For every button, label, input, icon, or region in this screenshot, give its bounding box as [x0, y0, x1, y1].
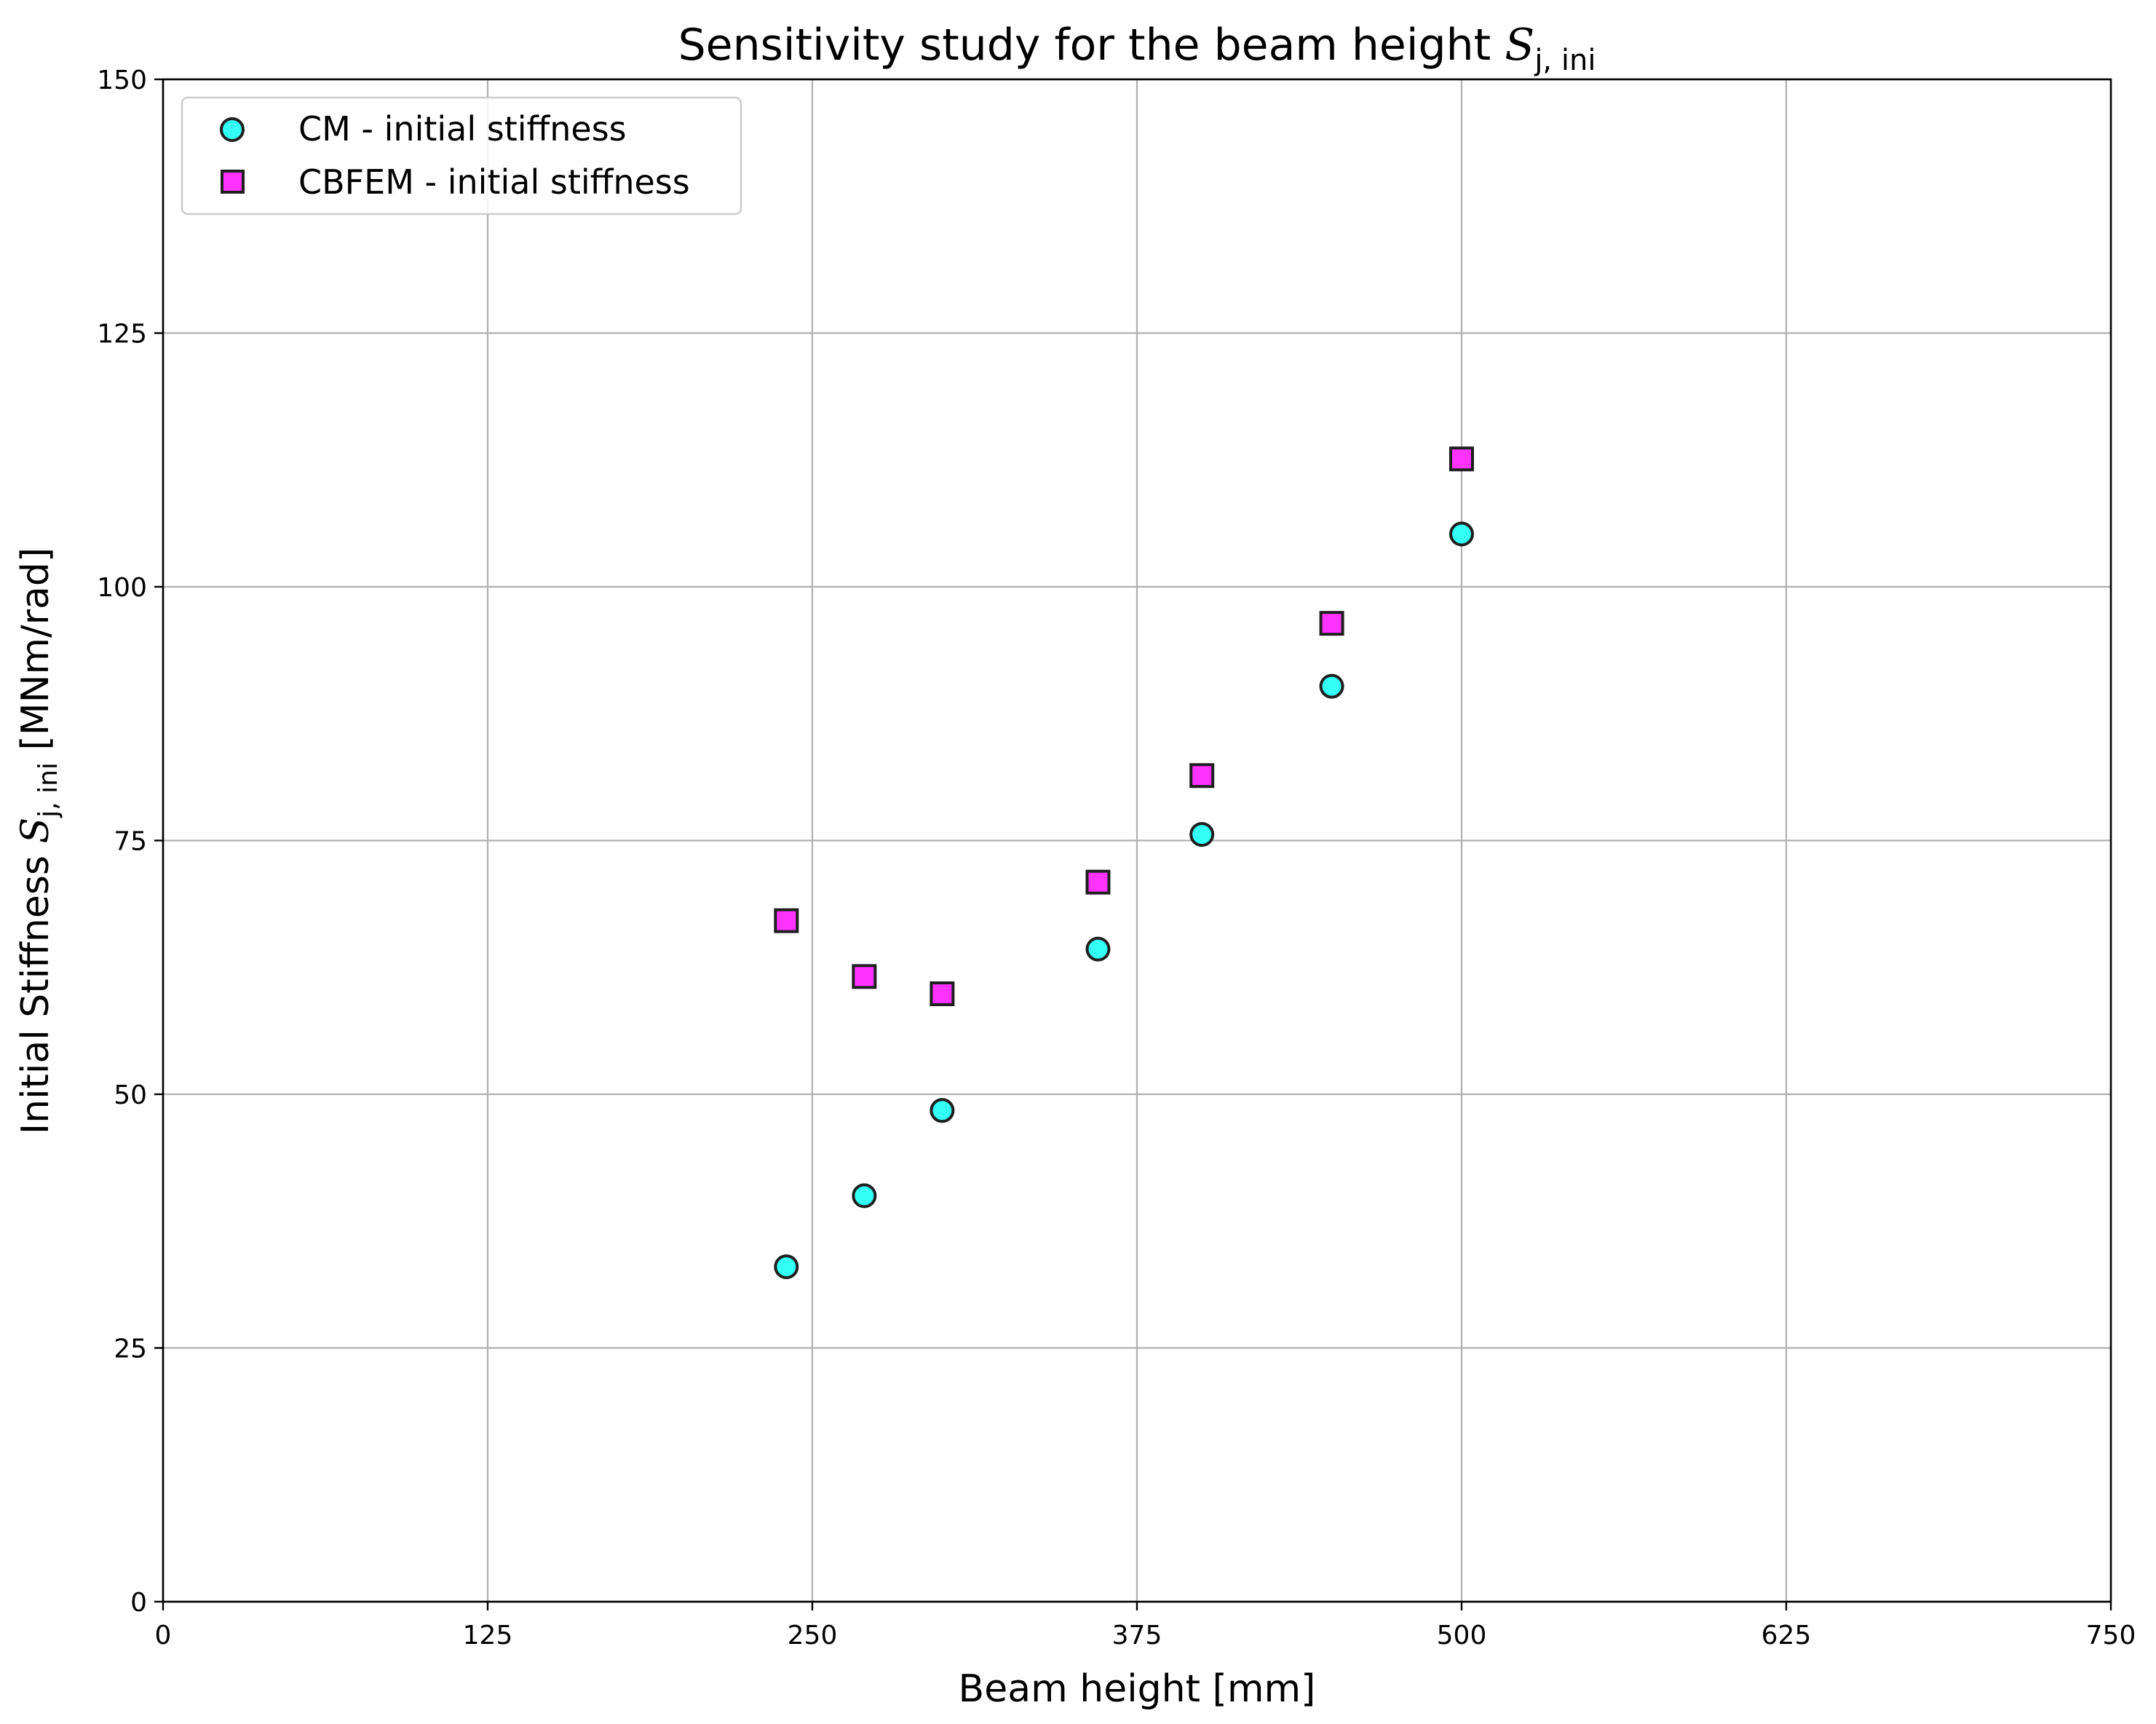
cbfem-data-point [774, 908, 799, 933]
cbfem-data-point [930, 981, 955, 1006]
legend-label-cbfem: CBFEM - initial stiffness [298, 162, 690, 202]
legend: CM - initial stiffness CBFEM - initial s… [181, 96, 742, 216]
legend-marker-cbfem [221, 170, 245, 194]
y-tick-label: 75 [114, 827, 147, 857]
legend-marker-cm [220, 117, 245, 142]
legend-label-cm: CM - initial stiffness [298, 109, 627, 149]
chart-title: Sensitivity study for the beam height Sj… [678, 20, 1596, 77]
series-0 [774, 521, 1474, 1279]
grid-lines [162, 78, 2112, 1603]
x-tick-label: 0 [155, 1621, 172, 1650]
y-tick-label: 50 [114, 1080, 147, 1110]
cm-data-point [1449, 521, 1474, 547]
cm-data-point [852, 1183, 877, 1209]
cbfem-data-point [1085, 869, 1111, 895]
y-tick-label: 25 [114, 1334, 147, 1364]
x-tick-label: 125 [463, 1621, 513, 1650]
cbfem-data-point [852, 964, 877, 989]
cm-data-point [930, 1098, 955, 1123]
x-axis-label: Beam height [mm] [959, 1667, 1316, 1711]
y-tick-label: 0 [130, 1588, 147, 1618]
cbfem-data-point [1449, 446, 1474, 472]
axis-ticks: 0 125 250 375 500 625 750 0 25 50 75 100 125 150 [97, 66, 2136, 1650]
cbfem-data-point [1189, 763, 1215, 788]
y-axis-label: Initial Stiffness Sj, ini [MNm/rad] [14, 547, 63, 1134]
cbfem-data-point [1319, 611, 1344, 636]
data-markers [774, 446, 1474, 1279]
x-tick-label: 500 [1437, 1621, 1487, 1650]
series-1 [774, 446, 1474, 1006]
cm-data-point [1189, 822, 1215, 847]
cm-data-point [1085, 936, 1111, 962]
x-tick-label: 750 [2086, 1621, 2136, 1650]
x-tick-label: 375 [1112, 1621, 1162, 1650]
y-tick-label: 125 [97, 320, 147, 349]
legend-box [181, 96, 742, 216]
y-tick-label: 150 [97, 66, 147, 95]
y-tick-label: 100 [97, 573, 147, 603]
cm-data-point [774, 1254, 799, 1279]
x-tick-label: 250 [788, 1621, 838, 1650]
x-tick-label: 625 [1761, 1621, 1812, 1650]
cm-data-point [1319, 673, 1344, 699]
